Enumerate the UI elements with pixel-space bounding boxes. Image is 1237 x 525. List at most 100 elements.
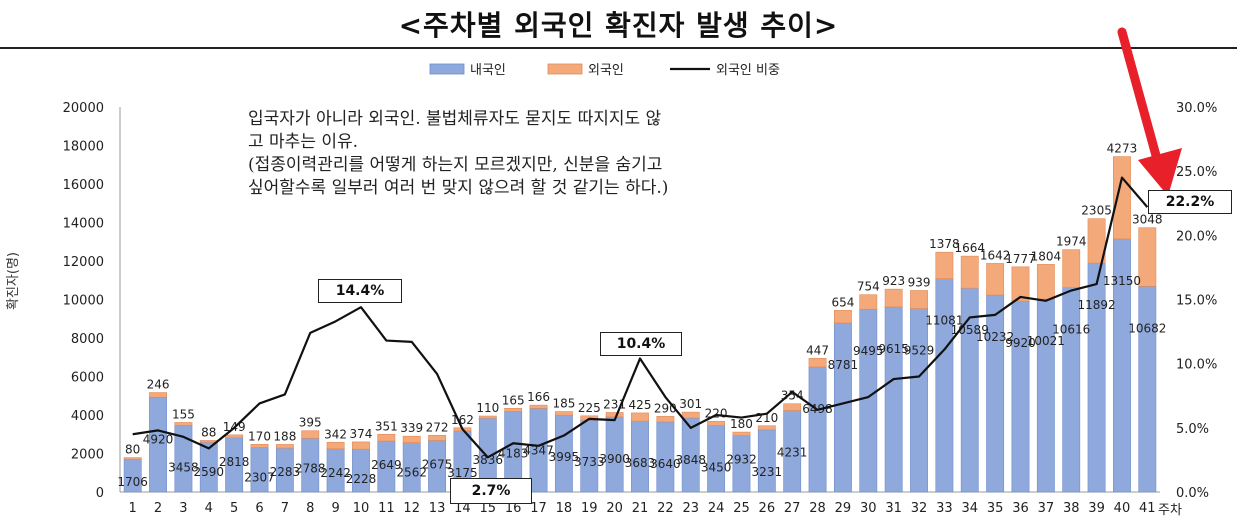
bar-domestic [808, 366, 827, 493]
x-tick-label: 40 [1114, 501, 1131, 516]
bar-domestic [1138, 286, 1157, 493]
bar-foreign [529, 404, 548, 409]
bar-foreign [1087, 218, 1106, 264]
x-tick-label: 30 [860, 501, 877, 516]
bar-domestic [859, 308, 878, 493]
bar-domestic [834, 322, 852, 493]
bar-foreign [808, 358, 827, 368]
bar-foreign [960, 255, 979, 289]
bar-foreign [783, 403, 802, 411]
data-label-domestic: 4183 [498, 446, 529, 460]
x-tick-label: 28 [809, 501, 826, 516]
x-tick-label: 16 [505, 501, 522, 516]
x-tick-label: 8 [306, 501, 314, 516]
legend-foreign-swatch [547, 63, 583, 75]
bar-domestic [884, 306, 903, 493]
data-label-foreign: 339 [400, 421, 423, 435]
data-label-foreign: 1804 [1031, 249, 1062, 263]
x-tick-label: 39 [1088, 501, 1105, 516]
x-tick-label: 29 [835, 501, 852, 516]
red-arrow-head [1138, 148, 1182, 196]
x-tick-label: 7 [281, 501, 289, 516]
bar-foreign [631, 412, 649, 422]
data-label-foreign: 110 [476, 401, 499, 415]
callout-latest-w40: 22.2% [1148, 190, 1232, 214]
bar-foreign [225, 434, 244, 439]
y-tick-label: 2000 [71, 448, 104, 463]
data-label-domestic: 10232 [976, 330, 1014, 344]
bar-domestic [1062, 287, 1081, 493]
y2-tick-label: 30.0% [1176, 101, 1217, 116]
x-tick-label: 18 [556, 501, 573, 516]
bar-foreign [301, 430, 320, 439]
y2-tick-label: 25.0% [1176, 165, 1217, 180]
data-label-domestic: 3175 [447, 466, 478, 480]
x-tick-label: 6 [255, 501, 263, 516]
bar-foreign [986, 263, 1005, 296]
red-arrow-shaft [1117, 27, 1165, 175]
y-tick-label: 18000 [63, 140, 104, 155]
data-label-domestic: 9615 [878, 342, 909, 356]
bar-foreign [428, 434, 446, 441]
x-axis-label: 주차 [1158, 503, 1182, 518]
data-label-domestic: 3458 [168, 460, 199, 474]
x-tick-label: 3 [179, 501, 187, 516]
y-tick-label: 4000 [71, 409, 104, 424]
data-label-domestic: 3450 [701, 461, 732, 475]
data-label-domestic: 3848 [675, 453, 706, 467]
data-label-foreign: 165 [502, 393, 525, 407]
data-label-foreign: 342 [324, 427, 347, 441]
data-label-foreign: 80 [125, 443, 140, 457]
ratio-line [132, 176, 1149, 459]
x-tick-label: 36 [1012, 501, 1029, 516]
data-label-foreign: 225 [578, 401, 601, 415]
bar-foreign [250, 444, 269, 448]
x-tick-label: 21 [632, 501, 649, 516]
x-tick-label: 19 [581, 501, 598, 516]
data-label-foreign: 351 [375, 419, 398, 433]
x-tick-label: 2 [154, 501, 162, 516]
data-label-domestic: 2307 [244, 471, 275, 485]
chart-title: <주차별 외국인 확진자 발생 추이> [398, 9, 839, 42]
data-label-foreign: 354 [781, 389, 804, 403]
x-tick-label: 4 [205, 501, 213, 516]
data-label-domestic: 3836 [473, 453, 504, 467]
bar-foreign [732, 431, 751, 436]
bar-foreign [681, 411, 700, 419]
x-tick-label: 12 [403, 501, 420, 516]
bar-foreign [757, 425, 776, 431]
data-label-domestic: 11892 [1077, 298, 1115, 312]
bar-foreign [199, 440, 218, 443]
x-tick-label: 1 [129, 501, 137, 516]
bar-foreign [1011, 266, 1030, 302]
y-tick-label: 6000 [71, 371, 104, 386]
x-tick-label: 33 [936, 501, 953, 516]
data-label-foreign: 166 [527, 390, 550, 404]
data-label-foreign: 180 [730, 417, 753, 431]
bar-foreign [884, 288, 903, 308]
data-label-foreign: 939 [908, 275, 931, 289]
bar-domestic [910, 308, 928, 493]
x-tick-label: 14 [454, 501, 471, 516]
data-label-domestic: 9495 [853, 344, 884, 358]
data-label-foreign: 2305 [1081, 204, 1112, 218]
data-label-domestic: 1706 [117, 475, 148, 489]
y-tick-label: 14000 [63, 217, 104, 232]
data-label-domestic: 10682 [1128, 321, 1166, 335]
data-label-domestic: 11081 [925, 314, 963, 328]
data-label-foreign: 654 [831, 295, 854, 309]
bar-foreign [275, 444, 294, 449]
x-tick-label: 31 [885, 501, 902, 516]
x-tick-label: 37 [1038, 501, 1055, 516]
bar-domestic [935, 278, 954, 493]
data-label-domestic: 10589 [951, 323, 989, 337]
data-label-domestic: 2283 [270, 465, 301, 479]
y-tick-label: 10000 [63, 294, 104, 309]
data-label-domestic: 4347 [523, 443, 554, 457]
x-tick-label: 22 [657, 501, 674, 516]
data-label-foreign: 170 [248, 429, 271, 443]
callout-peak-w21: 10.4% [600, 332, 682, 356]
bar-foreign [656, 416, 675, 423]
bar-foreign [149, 392, 167, 398]
legend-foreign-label: 외국인 [588, 63, 624, 78]
